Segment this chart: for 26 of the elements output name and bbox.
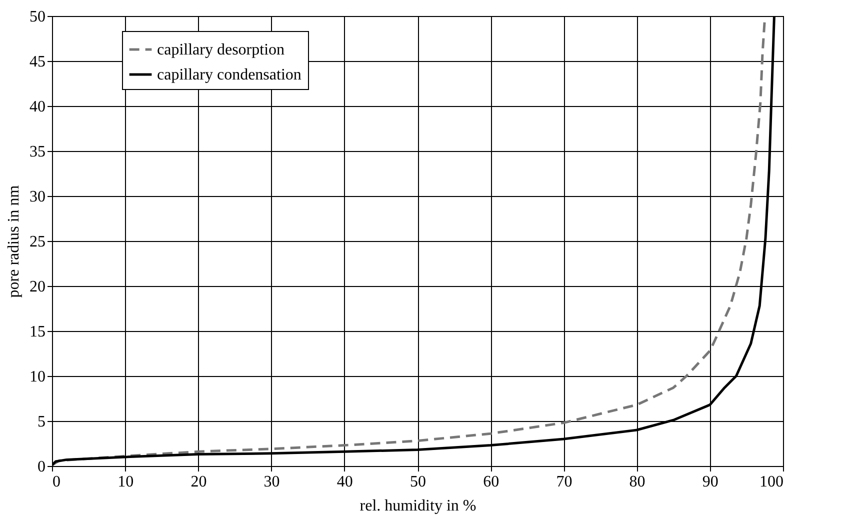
y-axis-title: pore radius in nm — [6, 184, 22, 298]
legend-label: capillary desorption — [157, 42, 285, 58]
x-tick-label: 10 — [118, 474, 134, 490]
y-tick-label: 20 — [30, 278, 46, 296]
x-tick-label: 100 — [760, 474, 784, 490]
x-tick-label: 40 — [336, 474, 353, 490]
y-tick-label: 45 — [30, 54, 46, 70]
y-tick-label: 35 — [30, 144, 46, 160]
y-tick-label: 40 — [30, 98, 46, 116]
x-tick-label: 70 — [556, 474, 572, 490]
x-axis-title: rel. humidity in % — [360, 498, 476, 514]
legend-label: capillary condensation — [157, 66, 302, 84]
x-tick-label: 80 — [629, 474, 646, 490]
y-tick-label: 0 — [38, 458, 46, 476]
y-tick-label: 50 — [30, 8, 46, 26]
x-tick-label: 0 — [52, 474, 60, 490]
x-tick-label: 60 — [483, 474, 500, 490]
y-tick-label: 10 — [30, 368, 46, 386]
x-tick-label: 90 — [702, 474, 718, 490]
x-tick-label: 30 — [264, 474, 280, 490]
y-tick-label: 30 — [30, 188, 46, 206]
x-tick-label: 20 — [190, 474, 207, 490]
y-tick-label: 25 — [30, 234, 46, 250]
y-tick-label: 15 — [30, 324, 46, 340]
x-tick-label: 50 — [410, 474, 426, 490]
y-tick-label: 5 — [38, 414, 46, 430]
